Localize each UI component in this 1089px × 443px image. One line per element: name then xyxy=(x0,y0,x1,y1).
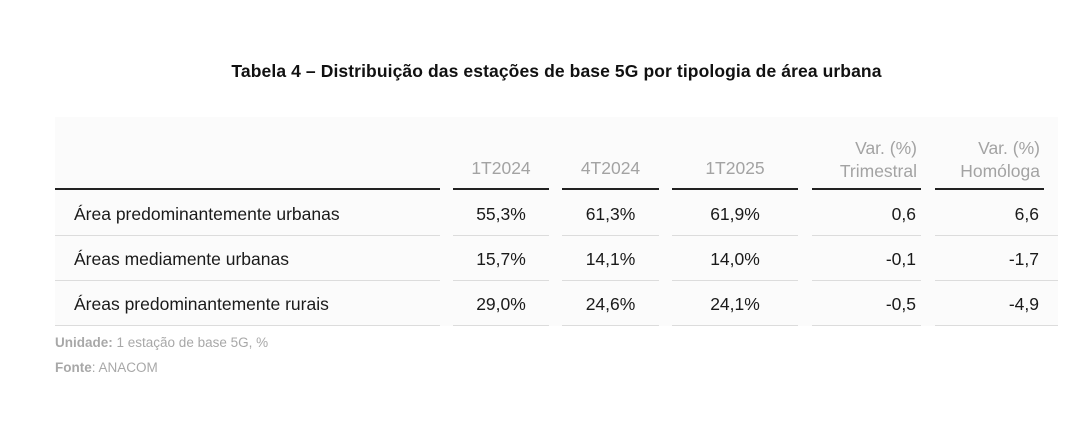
header-var-trimestral-line1: Var. (%) xyxy=(855,138,917,158)
header-var-homologa: Var. (%) Homóloga xyxy=(935,117,1044,190)
header-var-homologa-line2: Homóloga xyxy=(960,161,1040,181)
cell-1t2025: 61,9% xyxy=(672,192,798,236)
header-1t2024: 1T2024 xyxy=(453,117,549,190)
cell-1t2025: 24,1% xyxy=(672,282,798,326)
cell-1t2024: 29,0% xyxy=(453,282,549,326)
cell-1t2025: 14,0% xyxy=(672,237,798,281)
cell-var-trimestral: -0,5 xyxy=(812,282,921,326)
cell-var-homologa: -1,7 xyxy=(935,237,1058,281)
header-var-trimestral-line2: Trimestral xyxy=(839,161,917,181)
table-row: Áreas mediamente urbanas 15,7% 14,1% 14,… xyxy=(55,237,1058,281)
cell-var-trimestral: 0,6 xyxy=(812,192,921,236)
header-1t2025: 1T2025 xyxy=(672,117,798,190)
source-label: Fonte xyxy=(55,360,92,375)
cell-4t2024: 24,6% xyxy=(562,282,659,326)
header-var-trimestral: Var. (%) Trimestral xyxy=(812,117,921,190)
cell-1t2024: 55,3% xyxy=(453,192,549,236)
row-label: Área predominantemente urbanas xyxy=(55,192,440,236)
cell-4t2024: 61,3% xyxy=(562,192,659,236)
header-label-column xyxy=(55,117,440,190)
cell-var-homologa: -4,9 xyxy=(935,282,1058,326)
cell-4t2024: 14,1% xyxy=(562,237,659,281)
data-table: 1T2024 4T2024 1T2025 Var. (%) Trimestral… xyxy=(55,117,1058,326)
row-label: Áreas predominantemente rurais xyxy=(55,282,440,326)
cell-var-trimestral: -0,1 xyxy=(812,237,921,281)
table-title: Tabela 4 – Distribuição das estações de … xyxy=(231,61,882,81)
table-row: Área predominantemente urbanas 55,3% 61,… xyxy=(55,192,1058,236)
header-4t2024: 4T2024 xyxy=(562,117,659,190)
unit-label: Unidade: xyxy=(55,335,113,350)
source-value: : ANACOM xyxy=(91,360,158,375)
row-label: Áreas mediamente urbanas xyxy=(55,237,440,281)
table-row: Áreas predominantemente rurais 29,0% 24,… xyxy=(55,282,1058,326)
header-var-homologa-line1: Var. (%) xyxy=(978,138,1040,158)
source-footnote: Fonte: ANACOM xyxy=(55,360,158,375)
cell-var-homologa: 6,6 xyxy=(935,192,1058,236)
unit-value: 1 estação de base 5G, % xyxy=(112,335,269,350)
unit-footnote: Unidade: 1 estação de base 5G, % xyxy=(55,335,268,350)
cell-1t2024: 15,7% xyxy=(453,237,549,281)
